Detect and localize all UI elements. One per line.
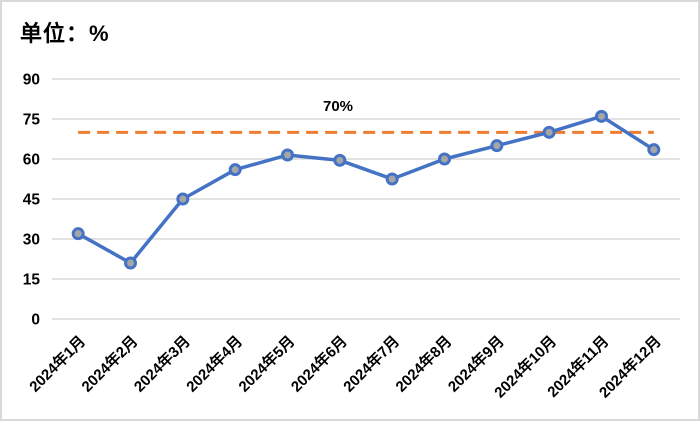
data-point-marker (71, 227, 85, 241)
chart-title: 单位：% (20, 21, 110, 46)
x-tick-label: 2024年1月 (26, 332, 89, 395)
data-point-marker (595, 109, 608, 123)
x-tick-label: 2024年3月 (130, 332, 193, 395)
x-tick-label: 2024年7月 (340, 332, 403, 395)
x-axis-labels: 2024年1月2024年2月2024年3月2024年4月2024年5月2024年… (26, 332, 665, 401)
y-tick-label: 15 (23, 272, 41, 289)
y-tick-label: 0 (31, 312, 40, 329)
data-point-marker (176, 192, 190, 206)
data-point-marker (542, 125, 556, 139)
data-point-marker (281, 148, 294, 162)
data-point-marker (228, 163, 242, 177)
x-tick-label: 2024年8月 (392, 332, 455, 395)
series-line (76, 114, 656, 265)
data-point-marker (490, 139, 504, 153)
series-polyline (76, 114, 656, 265)
data-point-marker (124, 256, 137, 270)
data-point-markers (71, 109, 661, 270)
data-point-marker (647, 143, 661, 157)
y-axis-labels: 0 15 30 45 60 75 90 (23, 72, 41, 329)
data-point-marker (438, 152, 451, 166)
x-tick-label: 2024年2月 (78, 332, 141, 395)
y-tick-label: 45 (23, 192, 41, 209)
gridlines (52, 78, 680, 320)
x-tick-label: 2024年5月 (235, 332, 298, 395)
x-tick-label: 2024年6月 (287, 332, 350, 395)
data-point-marker (385, 172, 399, 186)
x-tick-label: 2024年4月 (183, 332, 246, 395)
y-tick-label: 90 (23, 72, 40, 89)
y-tick-label: 75 (23, 112, 41, 129)
reference-line-label: 70% (323, 98, 353, 115)
y-tick-label: 60 (23, 152, 40, 169)
data-point-marker (333, 153, 347, 167)
y-tick-label: 30 (23, 232, 40, 249)
